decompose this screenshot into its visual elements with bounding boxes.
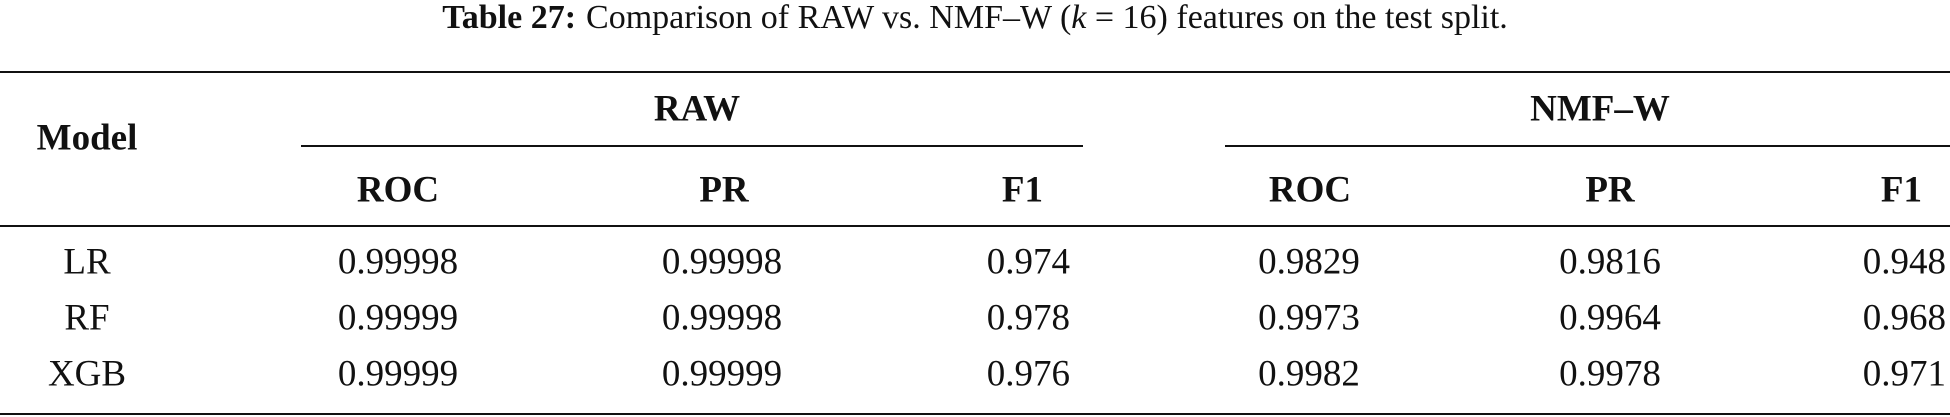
group-header: NMF–W [1530,88,1670,129]
caption-text: = 16) features on the test split. [1086,0,1507,36]
row-label: RF [64,297,109,338]
cell: 0.99999 [662,353,782,394]
cell: 0.99998 [662,241,782,282]
group-header: RAW [654,88,740,129]
cell: 0.9973 [1258,297,1360,338]
cell: 0.9978 [1559,353,1661,394]
cell: 0.99998 [338,241,458,282]
cell: 0.99999 [338,297,458,338]
caption: Table 27: Comparison of RAW vs. NMF–W (k … [442,0,1508,36]
cell: 0.971 [1863,353,1946,394]
column-header: ROC [357,169,439,210]
cell: 0.99998 [662,297,782,338]
column-header: F1 [1881,169,1922,210]
caption-text: Comparison of RAW vs. NMF–W ( [586,0,1071,36]
caption-label: Table 27: [442,0,576,36]
cell: 0.968 [1863,297,1946,338]
cell: 0.948 [1863,241,1946,282]
row-label: LR [63,241,111,282]
caption-variable: k [1071,0,1087,36]
column-header: F1 [1002,169,1043,210]
row-label: XGB [48,353,126,394]
column-header: PR [1585,169,1636,210]
cell: 0.9964 [1559,297,1661,338]
cell: 0.9816 [1559,241,1661,282]
column-header: ROC [1269,169,1351,210]
cell: 0.974 [987,241,1070,282]
cell: 0.99999 [338,353,458,394]
cell: 0.9982 [1258,353,1360,394]
cell: 0.976 [987,353,1070,394]
column-header: PR [699,169,750,210]
cell: 0.978 [987,297,1070,338]
row-header: Model [37,117,138,158]
cell: 0.9829 [1258,241,1360,282]
